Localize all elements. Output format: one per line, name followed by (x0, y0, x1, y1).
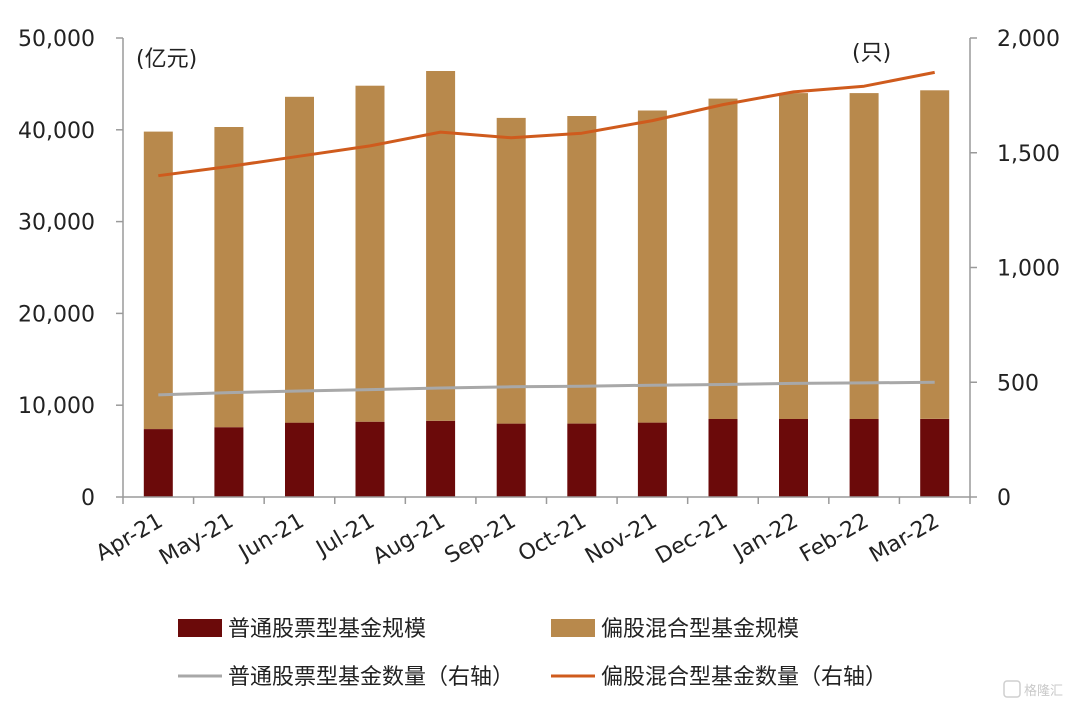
x-tick-label: Jan-22 (728, 509, 803, 567)
right-tick-label: 500 (997, 371, 1039, 396)
line-stock-fund-count (158, 380, 935, 397)
legend-hybrid-fund-size: 偏股混合型基金规模 (551, 617, 799, 642)
x-tick-label: Apr-21 (92, 509, 167, 567)
x-tick-label: Feb-22 (796, 509, 873, 568)
bar-hybrid-fund-size-Jun-21 (285, 96, 314, 423)
line-hybrid-fund-count (158, 70, 935, 178)
bar-stock-fund-size-Sep-21 (496, 423, 526, 497)
right-tick-label: 0 (997, 486, 1011, 511)
legend-swatch (178, 619, 222, 637)
bar-stock-fund-size-Jun-21 (285, 422, 314, 497)
watermark-logo: 格隆汇 (1003, 680, 1063, 699)
legend-stock-fund-size: 普通股票型基金规模 (178, 617, 426, 642)
left-tick-label: 10,000 (18, 394, 95, 419)
right-tick-label: 1,500 (997, 142, 1060, 167)
bar-hybrid-fund-size-Apr-21 (143, 131, 173, 429)
bar-stock-fund-size-Jan-22 (779, 419, 808, 497)
bar-stock-fund-size-Oct-21 (567, 423, 597, 497)
x-tick-label: Oct-21 (514, 509, 591, 568)
x-tick-label: Nov-21 (581, 509, 661, 570)
bar-hybrid-fund-size-Feb-22 (849, 93, 879, 419)
bar-stock-fund-size-Nov-21 (637, 422, 667, 497)
left-tick-label: 50,000 (18, 27, 95, 52)
legend-label: 普通股票型基金规模 (228, 617, 426, 642)
bar-stock-fund-size-Aug-21 (426, 420, 456, 497)
watermark-text: 格隆汇 (1024, 683, 1063, 699)
x-tick-label: Dec-21 (651, 509, 731, 570)
bar-stock-fund-size-Feb-22 (849, 419, 879, 497)
bar-hybrid-fund-size-Jan-22 (779, 93, 808, 419)
bar-hybrid-fund-size-Nov-21 (637, 110, 667, 423)
x-tick-label: Jul-21 (311, 509, 379, 563)
bar-stock-fund-size-Mar-22 (920, 419, 950, 497)
bar-hybrid-fund-size-Oct-21 (567, 116, 597, 424)
legend-hybrid-fund-count: 偏股混合型基金数量（右轴） (551, 665, 887, 690)
legend-label: 普通股票型基金数量（右轴） (228, 665, 514, 690)
right-axis-unit: (只) (852, 41, 891, 66)
right-tick-label: 2,000 (997, 27, 1060, 52)
legend-stock-fund-count: 普通股票型基金数量（右轴） (178, 665, 514, 690)
axes-layer: 0 10,000 20,000 30,000 40,000 50,000 0 500 1,000… (18, 27, 1060, 571)
left-tick-label: 30,000 (18, 211, 95, 236)
legend-swatch (551, 619, 595, 637)
right-tick-label: 1,000 (997, 257, 1060, 282)
left-tick-label: 20,000 (18, 302, 95, 327)
bar-hybrid-fund-size-Aug-21 (426, 71, 456, 421)
bars-layer (143, 71, 950, 497)
x-tick-label: Mar-22 (865, 509, 943, 569)
bar-hybrid-fund-size-Sep-21 (496, 117, 526, 424)
bar-hybrid-fund-size-May-21 (214, 127, 244, 428)
x-tick-label: Aug-21 (369, 509, 450, 570)
bar-hybrid-fund-size-Mar-22 (920, 90, 950, 419)
legend-label: 偏股混合型基金规模 (601, 617, 799, 642)
bar-stock-fund-size-Dec-21 (708, 419, 738, 497)
lines-layer (158, 70, 935, 397)
x-tick-label: May-21 (155, 509, 238, 571)
x-tick-label: Sep-21 (441, 509, 521, 569)
x-tick-label: Jun-21 (233, 509, 308, 567)
bar-stock-fund-size-Jul-21 (355, 421, 385, 497)
bar-stock-fund-size-May-21 (214, 427, 244, 497)
bar-hybrid-fund-size-Jul-21 (355, 85, 385, 422)
bar-stock-fund-size-Apr-21 (143, 429, 173, 497)
bar-hybrid-fund-size-Dec-21 (708, 98, 738, 419)
left-axis-unit: (亿元) (136, 47, 197, 72)
watermark-icon (1003, 680, 1021, 698)
left-tick-label: 0 (81, 486, 95, 511)
left-tick-label: 40,000 (18, 119, 95, 144)
legend-label: 偏股混合型基金数量（右轴） (601, 665, 887, 690)
